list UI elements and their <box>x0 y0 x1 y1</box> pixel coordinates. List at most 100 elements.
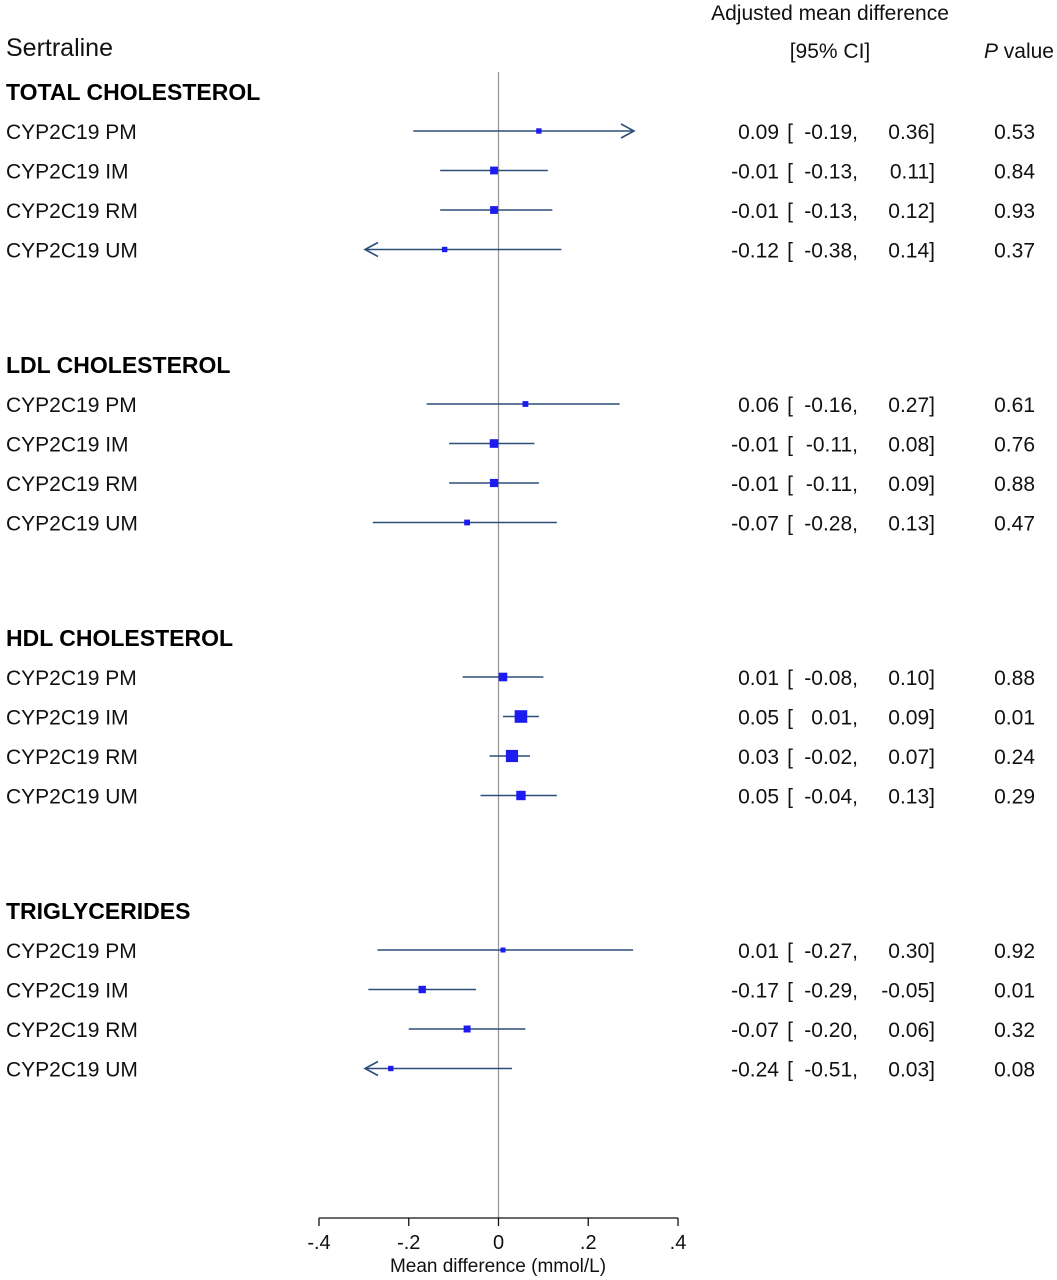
p-value: 0.29 <box>994 786 1035 809</box>
row-label: CYP2C19 IM <box>6 980 129 1003</box>
ci-upper-value: 0.13] <box>888 786 935 809</box>
ci-lower-value: -0.51, <box>804 1059 858 1082</box>
group-heading: TRIGLYCERIDES <box>6 898 190 924</box>
ci-open-bracket: [ <box>787 473 793 496</box>
row-label: CYP2C19 RM <box>6 473 138 496</box>
ci-upper-value: 0.09] <box>888 473 935 496</box>
point-estimate-marker <box>514 710 528 723</box>
estimate-value: -0.07 <box>731 513 779 536</box>
point-estimate-marker <box>464 519 470 526</box>
row-label: CYP2C19 IM <box>6 707 129 730</box>
ci-upper-value: -0.05] <box>881 980 935 1003</box>
p-value: 0.01 <box>994 707 1035 730</box>
ci-open-bracket: [ <box>787 434 793 457</box>
x-tick-label: -.2 <box>397 1232 420 1254</box>
p-value: 0.53 <box>994 121 1035 144</box>
p-value: 0.08 <box>994 1059 1035 1082</box>
p-value: 0.92 <box>994 940 1035 963</box>
p-value: 0.47 <box>994 513 1035 536</box>
ci-open-bracket: [ <box>787 121 793 144</box>
ci-lower-value: -0.11, <box>806 473 858 496</box>
x-tick-label: .2 <box>580 1232 597 1254</box>
point-estimate-marker <box>388 1065 394 1072</box>
x-axis-label: Mean difference (mmol/L) <box>390 1256 606 1277</box>
ci-arrow-left <box>363 1060 379 1077</box>
ci-lower-value: -0.02, <box>804 746 858 769</box>
group-heading: TOTAL CHOLESTEROL <box>6 79 260 105</box>
ci-lower-value: 0.01, <box>811 707 858 730</box>
point-estimate-marker <box>500 947 506 953</box>
ci-upper-value: 0.12] <box>888 200 935 223</box>
ci-lower-value: -0.38, <box>804 240 858 263</box>
p-value: 0.76 <box>994 434 1035 457</box>
x-tick-label: 0 <box>493 1232 504 1254</box>
estimate-value: -0.01 <box>731 434 779 457</box>
ci-upper-value: 0.09] <box>888 707 935 730</box>
row-label: CYP2C19 UM <box>6 240 138 263</box>
ci-upper-value: 0.13] <box>888 513 935 536</box>
p-value-header-rest: value <box>998 40 1054 63</box>
ci-open-bracket: [ <box>787 980 793 1003</box>
row-label: CYP2C19 RM <box>6 746 138 769</box>
estimate-header-line2: [95% CI] <box>790 40 871 63</box>
estimate-value: -0.12 <box>731 240 779 263</box>
ci-lower-value: -0.29, <box>804 980 858 1003</box>
ci-open-bracket: [ <box>787 240 793 263</box>
estimate-value: 0.09 <box>738 121 779 144</box>
point-estimate-marker <box>490 166 498 175</box>
ci-upper-value: 0.36] <box>888 121 935 144</box>
group-heading: LDL CHOLESTEROL <box>6 352 230 378</box>
ci-lower-value: -0.13, <box>804 161 858 184</box>
point-estimate-marker <box>489 439 499 448</box>
x-tick-label: -.4 <box>307 1232 330 1254</box>
row-label: CYP2C19 UM <box>6 1059 138 1082</box>
point-estimate-marker <box>522 401 529 407</box>
point-estimate-marker <box>441 246 448 253</box>
row-label: CYP2C19 PM <box>6 667 137 690</box>
ci-open-bracket: [ <box>787 667 793 690</box>
p-value-header-italic: P <box>984 40 998 63</box>
point-estimate-marker <box>463 1025 471 1033</box>
chart-title: Sertraline <box>6 34 113 62</box>
rows-layer: TOTAL CHOLESTEROL CYP2C19 PM 0.09 [-0.19, 0.… <box>6 79 1035 1082</box>
ci-lower-value: -0.11, <box>806 434 858 457</box>
p-value: 0.88 <box>994 667 1035 690</box>
estimate-value: -0.01 <box>731 200 779 223</box>
estimate-header-line1: Adjusted mean difference <box>711 2 949 25</box>
ci-open-bracket: [ <box>787 200 793 223</box>
estimate-value: -0.07 <box>731 1019 779 1042</box>
p-value: 0.84 <box>994 161 1035 184</box>
estimate-value: -0.01 <box>731 161 779 184</box>
estimate-value: -0.17 <box>731 980 779 1003</box>
ci-lower-value: -0.20, <box>804 1019 858 1042</box>
point-estimate-marker <box>505 749 519 763</box>
group-heading: HDL CHOLESTEROL <box>6 625 233 651</box>
estimate-value: 0.01 <box>738 940 779 963</box>
estimate-value: 0.05 <box>738 707 779 730</box>
ci-open-bracket: [ <box>787 1059 793 1082</box>
row-label: CYP2C19 UM <box>6 513 138 536</box>
point-estimate-marker <box>536 128 542 134</box>
ci-open-bracket: [ <box>787 1019 793 1042</box>
ci-open-bracket: [ <box>787 940 793 963</box>
ci-upper-value: 0.06] <box>888 1019 935 1042</box>
point-estimate-marker <box>418 985 426 994</box>
ci-lower-value: -0.08, <box>804 667 858 690</box>
row-label: CYP2C19 IM <box>6 434 129 457</box>
estimate-value: -0.01 <box>731 473 779 496</box>
p-value: 0.01 <box>994 980 1035 1003</box>
ci-lower-value: -0.13, <box>804 200 858 223</box>
row-label: CYP2C19 UM <box>6 786 138 809</box>
x-tick-label: .4 <box>670 1232 687 1254</box>
ci-arrow-right <box>620 123 636 139</box>
ci-open-bracket: [ <box>787 161 793 184</box>
estimate-value: 0.03 <box>738 746 779 769</box>
ci-upper-value: 0.11] <box>890 161 935 184</box>
ci-upper-value: 0.30] <box>888 940 935 963</box>
row-label: CYP2C19 IM <box>6 161 129 184</box>
p-value: 0.32 <box>994 1019 1035 1042</box>
ci-lower-value: -0.27, <box>804 940 858 963</box>
ci-open-bracket: [ <box>787 394 793 417</box>
ci-lower-value: -0.28, <box>804 513 858 536</box>
